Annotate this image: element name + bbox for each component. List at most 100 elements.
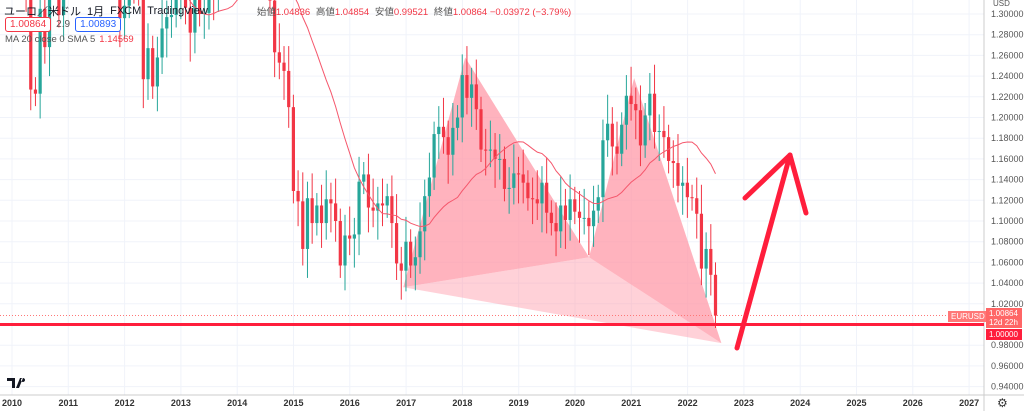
candle-body xyxy=(334,203,338,221)
candle-body xyxy=(657,130,661,132)
candle-body xyxy=(573,199,577,212)
candle-body xyxy=(484,149,488,151)
candle-body xyxy=(310,198,314,224)
exchange: FXCM xyxy=(110,5,142,17)
spread: 2.9 xyxy=(56,19,71,30)
pattern-xab xyxy=(403,57,590,288)
candle-body xyxy=(413,257,417,266)
candle-body xyxy=(446,137,450,155)
candle-body xyxy=(394,223,399,264)
x-tick-label: 2021 xyxy=(621,398,641,408)
candle-body xyxy=(470,84,474,98)
arrow-head xyxy=(742,152,809,216)
y-tick-label: 1.18000 xyxy=(991,133,1024,143)
settings-gear-icon[interactable]: ⚙ xyxy=(997,396,1008,410)
y-tick-label: 1.28000 xyxy=(991,30,1024,40)
candle-body xyxy=(591,210,596,227)
candle-body xyxy=(399,263,403,271)
indicator-legend[interactable]: MA 20 close 0 SMA 5 1.14569 xyxy=(5,34,134,45)
candle-body xyxy=(713,274,718,316)
line-price-label: 1.00000 xyxy=(986,329,1022,340)
interval[interactable]: 1月 xyxy=(87,6,105,18)
y-tick-label: 0.94000 xyxy=(991,382,1024,392)
candle-body xyxy=(29,0,33,90)
candle-body xyxy=(287,70,291,108)
candle-body xyxy=(559,205,563,232)
x-tick-label: 2023 xyxy=(734,398,754,408)
candle-body xyxy=(324,199,328,224)
candle-body xyxy=(530,198,535,200)
candle-body xyxy=(61,0,66,16)
bid-ask: 1.00864 2.9 1.00893 xyxy=(5,17,122,32)
candle-body xyxy=(629,95,633,105)
ohlc-values: 始値1.04836 高値1.04854 安値0.99521 終値1.00864 … xyxy=(256,7,572,18)
candle-body xyxy=(380,203,385,206)
candle-body xyxy=(301,201,305,249)
candle-body xyxy=(577,211,582,218)
candle-body xyxy=(620,124,624,154)
candle-body xyxy=(568,199,572,220)
y-tick-label: 1.22000 xyxy=(991,92,1024,102)
candle-body xyxy=(460,75,464,118)
y-tick-label: 1.26000 xyxy=(991,50,1024,60)
candle-body xyxy=(282,62,286,71)
x-tick-label: 2011 xyxy=(59,398,79,408)
candle-body xyxy=(516,173,521,175)
sell-button[interactable]: 1.00864 xyxy=(5,17,52,32)
candle-body xyxy=(155,57,159,87)
candle-body xyxy=(634,104,638,111)
buy-button[interactable]: 1.00893 xyxy=(75,17,122,32)
candle-body xyxy=(601,140,605,198)
y-tick-label: 1.16000 xyxy=(991,154,1024,164)
candle-body xyxy=(198,0,202,14)
y-tick-label: 1.14000 xyxy=(991,175,1024,185)
candle-body xyxy=(526,182,530,199)
candle-body xyxy=(305,198,310,249)
candle-body xyxy=(127,0,131,6)
candle-body xyxy=(146,48,150,80)
candle-body xyxy=(268,0,272,1)
y-tick-label: 1.04000 xyxy=(991,278,1024,288)
candle-body xyxy=(174,0,178,16)
candle-body xyxy=(662,130,666,138)
candle-body xyxy=(681,182,685,186)
y-tick-label: 1.10000 xyxy=(991,216,1024,226)
candle-body xyxy=(338,221,342,266)
sma-line xyxy=(188,0,716,228)
candle-body xyxy=(343,235,347,266)
currency-label[interactable]: USD xyxy=(993,0,1010,8)
candle-body xyxy=(474,84,478,110)
arrow-shaft xyxy=(734,152,793,351)
candle-body xyxy=(352,234,356,239)
candle-body xyxy=(404,241,408,271)
x-tick-label: 2020 xyxy=(565,398,585,408)
tradingview-logo[interactable] xyxy=(7,376,29,393)
candle-body xyxy=(315,205,319,224)
candle-body xyxy=(624,95,628,125)
candle-body xyxy=(521,174,525,183)
candle-body xyxy=(122,5,127,19)
candle-body xyxy=(423,196,427,232)
candle-body xyxy=(699,213,704,269)
candle-body xyxy=(488,149,492,151)
candle-body xyxy=(507,187,511,189)
candle-body xyxy=(169,15,174,18)
symbol-name[interactable]: ユーロ／米ドル xyxy=(4,6,81,18)
candle-body xyxy=(329,199,333,204)
candle-body xyxy=(652,93,657,132)
candle-body xyxy=(690,197,694,199)
candle-body xyxy=(165,17,169,29)
candle-body xyxy=(432,134,436,178)
candle-body xyxy=(704,248,708,269)
candle-body xyxy=(676,163,680,186)
candle-body xyxy=(498,158,502,160)
y-tick-label: 1.30000 xyxy=(991,9,1024,19)
candle-body xyxy=(183,0,188,8)
x-tick-label: 2026 xyxy=(903,398,923,408)
candle-body xyxy=(554,223,558,232)
candle-body xyxy=(319,205,324,224)
candle-body xyxy=(273,0,277,53)
candle-body xyxy=(465,75,469,98)
x-tick-label: 2022 xyxy=(678,398,698,408)
